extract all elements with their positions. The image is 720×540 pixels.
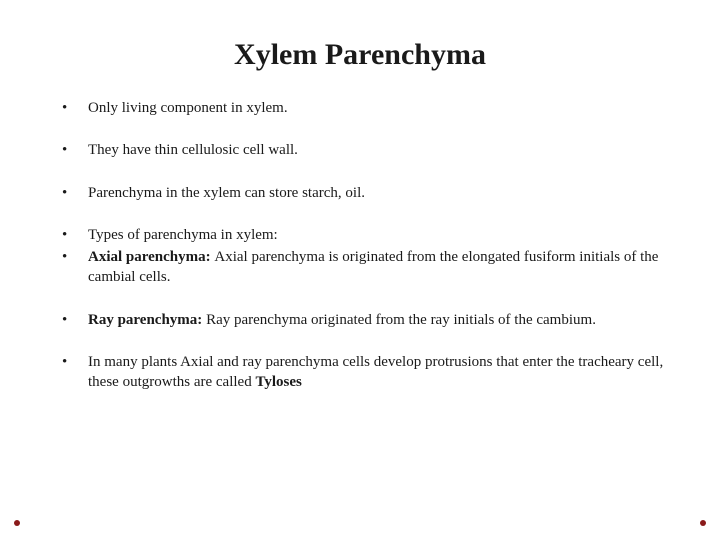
bold-label: Axial parenchyma:	[88, 249, 214, 265]
bullet-text: Parenchyma in the xylem can store starch…	[88, 183, 670, 203]
slide-container: Xylem Parenchyma • Only living component…	[0, 0, 720, 540]
bullet-item: • They have thin cellulosic cell wall.	[62, 140, 670, 160]
bullet-marker-icon: •	[62, 310, 88, 330]
slide-title: Xylem Parenchyma	[50, 38, 670, 72]
bullet-marker-icon: •	[62, 183, 88, 203]
bullet-item: • Only living component in xylem.	[62, 98, 670, 118]
bullet-text: Only living component in xylem.	[88, 98, 670, 118]
bold-label: Tyloses	[255, 374, 301, 390]
bullet-marker-icon: •	[62, 98, 88, 118]
bullet-run: Ray parenchyma originated from the ray i…	[206, 312, 596, 328]
bold-label: Ray parenchyma:	[88, 312, 206, 328]
bullet-item: • Types of parenchyma in xylem:	[62, 225, 670, 245]
bullet-item: • Ray parenchyma: Ray parenchyma origina…	[62, 310, 670, 330]
bullet-item: • In many plants Axial and ray parenchym…	[62, 352, 670, 393]
bullet-run: In many plants Axial and ray parenchyma …	[88, 354, 663, 390]
bullet-marker-icon: •	[62, 225, 88, 245]
bullet-text: Axial parenchyma: Axial parenchyma is or…	[88, 247, 670, 288]
bullet-marker-icon: •	[62, 352, 88, 372]
bullet-text: In many plants Axial and ray parenchyma …	[88, 352, 670, 393]
bullet-marker-icon: •	[62, 247, 88, 267]
bullet-text: They have thin cellulosic cell wall.	[88, 140, 670, 160]
bullet-item: • Parenchyma in the xylem can store star…	[62, 183, 670, 203]
bullet-text: Types of parenchyma in xylem:	[88, 225, 670, 245]
bullet-text: Ray parenchyma: Ray parenchyma originate…	[88, 310, 670, 330]
bullet-marker-icon: •	[62, 140, 88, 160]
bullet-list: • Only living component in xylem. • They…	[50, 98, 670, 392]
decorative-dot-icon	[700, 520, 706, 526]
bullet-item: • Axial parenchyma: Axial parenchyma is …	[62, 247, 670, 288]
decorative-dot-icon	[14, 520, 20, 526]
